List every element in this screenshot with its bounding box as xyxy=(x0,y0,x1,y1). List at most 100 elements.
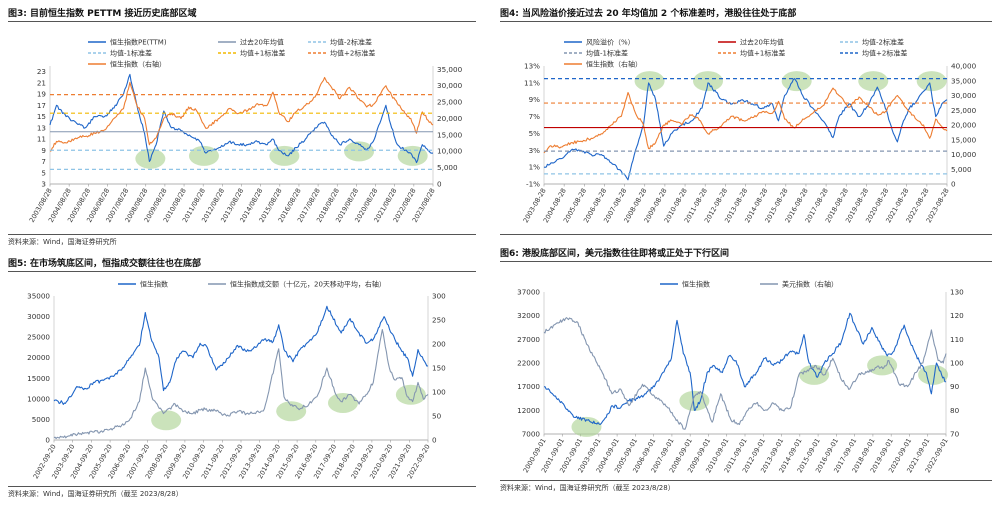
y-left-tick-label: 1% xyxy=(529,163,541,172)
y-left-tick-label: 3% xyxy=(529,146,541,155)
y-right-tick-label: 30,000 xyxy=(437,81,463,90)
y-left-tick-label: 13% xyxy=(524,62,540,71)
y-right-tick-label: 0 xyxy=(951,180,956,189)
figure-3-panel: 图3: 目前恒生指数 PETTM 接近历史底部区域 3 5 7 9 11 13 15 17 19… xyxy=(8,6,476,248)
y-right-tick-label: 90 xyxy=(950,382,960,391)
y-right-tick-label: 10,000 xyxy=(437,147,463,156)
legend-label: 恒生指数PE(TTM) xyxy=(110,38,167,47)
y-right-tick-label: 35,000 xyxy=(437,65,463,74)
title-rule xyxy=(8,271,476,272)
legend-label: 均值-1标准差 xyxy=(586,49,628,58)
y-right-tick-label: 15,000 xyxy=(951,135,977,144)
title-rule xyxy=(8,21,476,22)
y-right-tick-label: 200 xyxy=(432,340,446,349)
y-left-tick-label: 22000 xyxy=(517,359,540,368)
figure-title: 图3: 目前恒生指数 PETTM 接近历史底部区域 xyxy=(8,9,197,19)
y-left-tick-label: 32000 xyxy=(517,311,540,320)
legend-label: 美元指数（右轴） xyxy=(782,280,838,289)
y-left-tick-label: 7% xyxy=(529,112,541,121)
y-right-tick-label: 80 xyxy=(950,406,960,415)
legend-label: 均值+2标准差 xyxy=(330,49,375,58)
y-left-tick-label: 9 xyxy=(41,146,46,155)
y-left-tick-label: 10000 xyxy=(27,394,50,403)
legend-label: 恒生指数 xyxy=(140,280,168,289)
y-right-tick-label: 110 xyxy=(950,335,964,344)
figure-6-panel: 图6: 港股底部区间，美元指数往往即将或正处于下行区间 7000 12000 170… xyxy=(500,246,992,498)
series-line xyxy=(53,305,429,405)
legend-label: 过去20年均值 xyxy=(240,38,284,47)
usd-index-chart: 7000 12000 17000 22000 27000 32000 37000 70 80 90… xyxy=(517,280,964,475)
y-left-tick-label: 5% xyxy=(529,129,541,138)
y-right-tick-label: 0 xyxy=(432,436,437,445)
y-left-tick-label: 13 xyxy=(37,123,46,132)
series-line xyxy=(53,329,429,440)
y-left-tick-label: 9% xyxy=(529,95,541,104)
highlight-ellipse xyxy=(327,392,358,413)
figure-title: 图5: 在市场筑底区间，恒指成交额往往也在底部 xyxy=(8,259,201,269)
y-right-tick-label: 100 xyxy=(950,359,964,368)
y-left-tick-label: 5 xyxy=(41,168,46,177)
source-rule xyxy=(8,486,476,487)
y-right-tick-label: 70 xyxy=(950,430,960,439)
y-left-tick-label: 27000 xyxy=(517,335,540,344)
y-right-tick-label: 20,000 xyxy=(951,121,977,130)
y-left-tick-label: -1% xyxy=(526,180,540,189)
y-left-tick-label: 30000 xyxy=(27,312,50,321)
legend-label: 均值+2标准差 xyxy=(862,49,907,58)
legend-label: 均值-2标准差 xyxy=(330,38,372,47)
y-left-tick-label: 37000 xyxy=(517,288,540,297)
title-rule xyxy=(500,261,992,262)
y-right-tick-label: 15,000 xyxy=(437,130,463,139)
y-right-tick-label: 5,000 xyxy=(437,163,458,172)
y-right-tick-label: 100 xyxy=(432,388,446,397)
y-left-tick-label: 7000 xyxy=(522,430,541,439)
y-left-tick-label: 25000 xyxy=(27,333,50,342)
y-right-tick-label: 20,000 xyxy=(437,114,463,123)
highlight-ellipse xyxy=(693,71,724,92)
legend-label: 恒生指数（右轴） xyxy=(586,60,642,69)
y-left-tick-label: 0 xyxy=(45,436,50,445)
series-line xyxy=(543,87,948,154)
source-rule xyxy=(500,234,992,235)
y-right-tick-label: 0 xyxy=(437,180,442,189)
legend-label: 均值-1标准差 xyxy=(110,49,152,58)
figure-5-panel: 图5: 在市场筑底区间，恒指成交额往往也在底部 0 5000 10000 15000 2… xyxy=(8,256,476,504)
highlight-ellipse xyxy=(395,384,426,405)
title-rule xyxy=(500,21,992,22)
y-right-tick-label: 150 xyxy=(432,364,446,373)
highlight-ellipse xyxy=(867,355,898,376)
legend-label: 恒生指数（右轴） xyxy=(110,60,166,69)
turnover-chart: 0 5000 10000 15000 20000 25000 30000 35000 0 50 10… xyxy=(27,280,446,481)
y-left-tick-label: 11% xyxy=(524,78,540,87)
y-left-tick-label: 3 xyxy=(41,180,46,189)
y-left-tick-label: 21 xyxy=(37,78,46,87)
highlight-ellipse xyxy=(634,71,665,92)
source-rule xyxy=(8,234,476,235)
y-right-tick-label: 10,000 xyxy=(951,150,977,159)
legend-label: 均值-2标准差 xyxy=(862,38,904,47)
y-right-tick-label: 40,000 xyxy=(951,62,977,71)
y-right-tick-label: 30,000 xyxy=(951,91,977,100)
highlight-ellipse xyxy=(151,410,182,431)
y-left-tick-label: 20000 xyxy=(27,353,50,362)
y-left-tick-label: 23 xyxy=(37,67,46,76)
y-right-tick-label: 250 xyxy=(432,316,446,325)
source-note: 资料来源：Wind，国海证券研究所（截至 2023/8/28） xyxy=(500,484,675,492)
legend-label: 风险溢价（%） xyxy=(586,38,635,47)
y-left-tick-label: 15000 xyxy=(27,374,50,383)
y-left-tick-label: 15 xyxy=(37,112,46,121)
legend-label: 均值+1标准差 xyxy=(240,49,285,58)
y-left-tick-label: 35000 xyxy=(27,292,50,301)
y-right-tick-label: 25,000 xyxy=(437,98,463,107)
source-note: 资料来源：Wind，国海证券研究所（截至 2023/8/28） xyxy=(8,490,183,498)
figure-4-panel: 图4: 当风险溢价接近过去 20 年均值加 2 个标准差时，港股往往处于底部 -… xyxy=(500,6,992,238)
pe-ttm-chart: 3 5 7 9 11 13 15 17 19 21 23 0 5,000 10,000 15,000 20,0… xyxy=(28,38,463,224)
y-left-tick-label: 7 xyxy=(41,157,46,166)
y-right-tick-label: 120 xyxy=(950,311,964,320)
y-right-tick-label: 50 xyxy=(432,412,442,421)
legend-label: 恒生指数成交额（十亿元，20天移动平均，右轴） xyxy=(230,280,386,289)
highlight-ellipse xyxy=(918,364,949,385)
highlight-ellipse xyxy=(344,141,375,162)
y-left-tick-label: 19 xyxy=(37,90,47,99)
y-right-tick-label: 25,000 xyxy=(951,106,977,115)
